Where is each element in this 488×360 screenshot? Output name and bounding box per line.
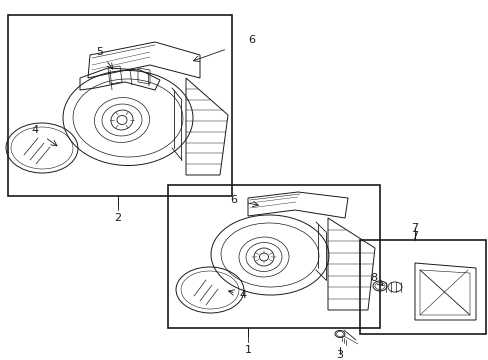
Text: 1: 1 xyxy=(244,345,251,355)
Bar xyxy=(359,240,485,334)
Text: 4: 4 xyxy=(31,125,39,135)
Text: 6: 6 xyxy=(230,195,237,205)
Text: 5: 5 xyxy=(96,47,103,57)
Text: 2: 2 xyxy=(114,213,122,223)
Text: 4: 4 xyxy=(239,290,246,300)
Bar xyxy=(8,15,231,196)
Text: 7: 7 xyxy=(410,231,418,241)
Text: 8: 8 xyxy=(370,273,377,283)
Bar xyxy=(168,185,379,328)
Text: 3: 3 xyxy=(336,350,343,360)
Text: 7: 7 xyxy=(410,223,418,233)
Text: 6: 6 xyxy=(248,35,255,45)
